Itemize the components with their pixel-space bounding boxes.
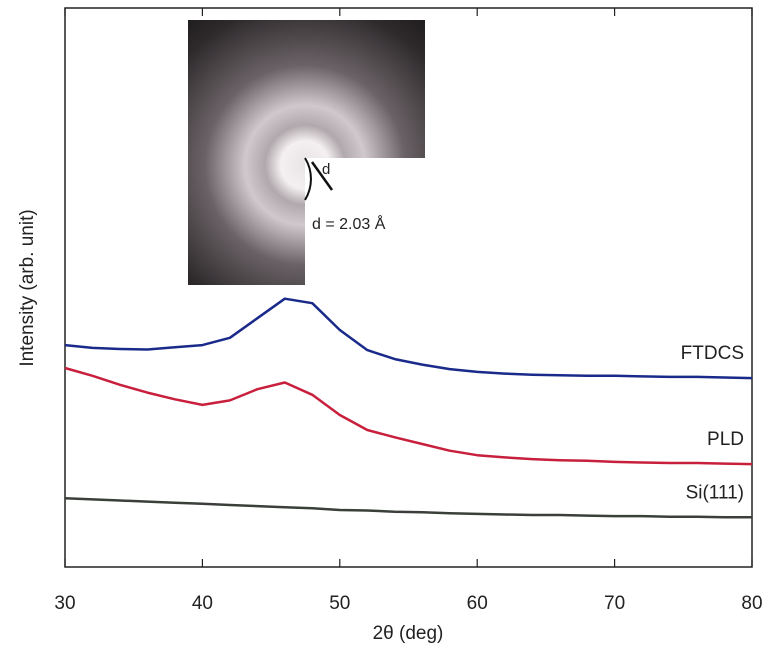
series-line	[65, 368, 752, 464]
d-label: d	[322, 161, 330, 178]
x-tick-label: 50	[329, 593, 350, 614]
y-axis-label: Intensity (arb. unit)	[17, 209, 38, 366]
x-tick-label: 30	[54, 593, 75, 614]
d-annotation: d = 2.03 Å	[312, 214, 386, 233]
series-label: FTDCS	[681, 343, 744, 364]
x-tick-label: 60	[467, 593, 488, 614]
diffraction-image	[188, 20, 425, 285]
x-axis-label: 2θ (deg)	[373, 623, 444, 644]
series-label: PLD	[707, 429, 744, 450]
series-label: Si(111)	[686, 482, 744, 503]
diffraction-inset: d d = 2.03 Å	[188, 20, 425, 285]
x-tick-label: 70	[604, 593, 625, 614]
chart: d d = 2.03 Å Intensity (arb. unit) 2θ (d…	[0, 0, 767, 654]
series-line	[65, 299, 752, 378]
series-line	[65, 498, 752, 517]
x-tick-label: 40	[192, 593, 213, 614]
x-tick-label: 80	[741, 593, 762, 614]
ring-arc	[305, 158, 311, 200]
